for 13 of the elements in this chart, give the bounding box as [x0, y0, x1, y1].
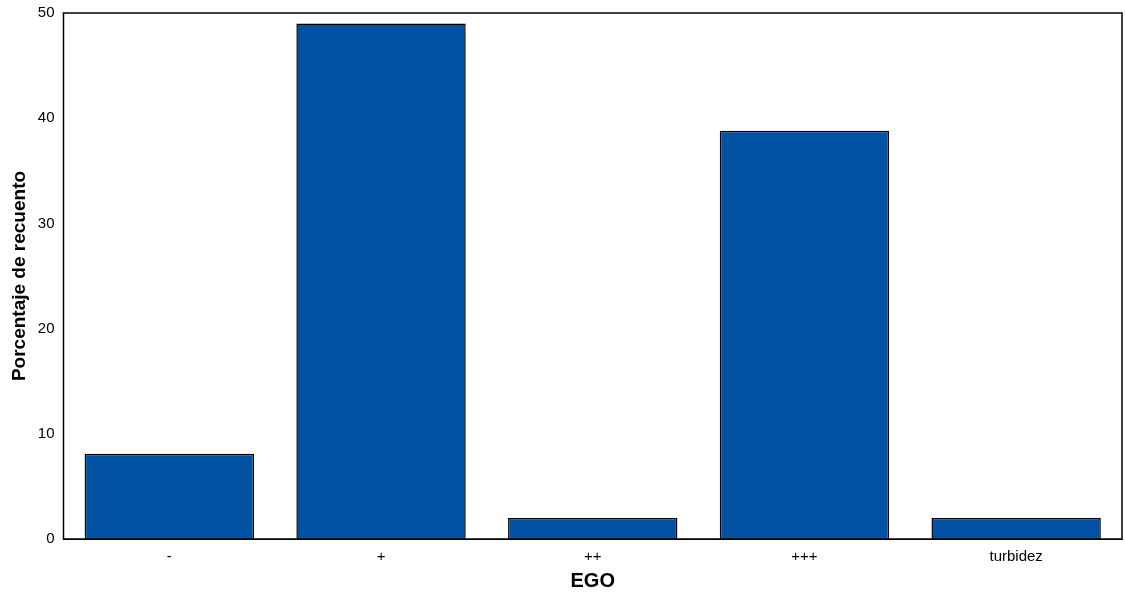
y-tick-label: 30: [37, 213, 55, 231]
x-tick-label: ++: [583, 547, 602, 565]
x-tick-label: +: [376, 547, 386, 565]
x-tick-label: +++: [791, 547, 818, 565]
y-tick-label: 0: [46, 529, 55, 547]
x-tick-label: -: [166, 547, 172, 565]
y-tick-label: 40: [37, 108, 55, 126]
x-tick-label: turbidez: [989, 547, 1043, 565]
y-tick-label: 50: [37, 3, 55, 21]
x-axis-title: EGO: [570, 568, 615, 591]
y-tick-label: 20: [37, 318, 55, 336]
y-tick-label: 10: [37, 423, 55, 441]
y-axis-title: Porcentaje de recuento: [7, 170, 29, 382]
